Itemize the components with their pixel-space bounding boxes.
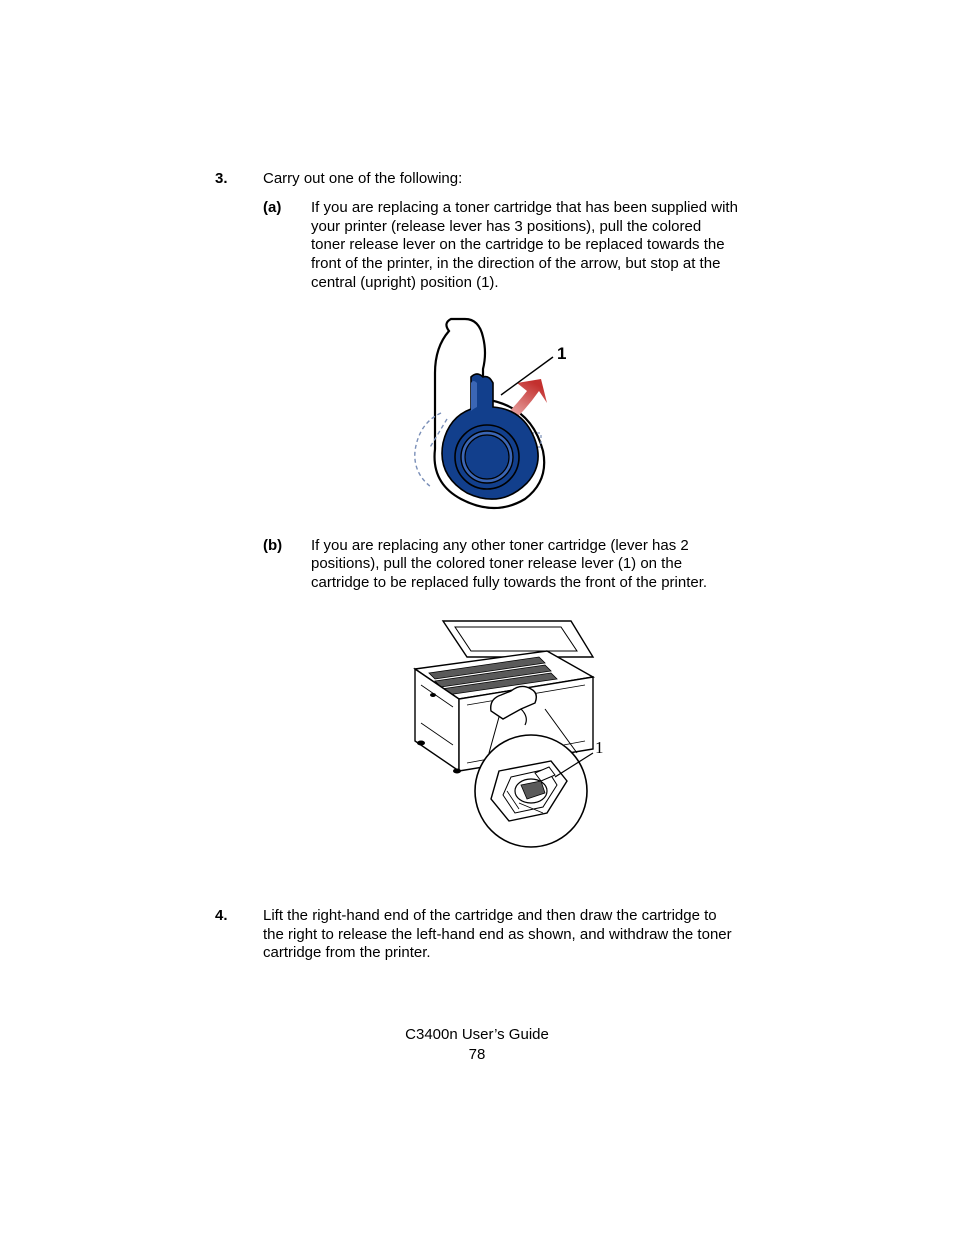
figure-b-callout: 1	[595, 738, 604, 757]
step-intro-text: Lift the right-hand end of the cartridge…	[263, 907, 732, 962]
substep-text: If you are replacing any other toner car…	[311, 537, 739, 593]
footer-title: C3400n User’s Guide	[0, 1025, 954, 1045]
step-number: 4.	[215, 907, 263, 963]
figure-b-wrap: 1	[263, 613, 739, 863]
lever-diagram-icon: 1	[391, 313, 611, 513]
printer-diagram-icon: 1	[371, 613, 631, 863]
step-3: 3. Carry out one of the following: (a) I…	[215, 170, 739, 887]
step-body: Lift the right-hand end of the cartridge…	[263, 907, 739, 963]
step-4: 4. Lift the right-hand end of the cartri…	[215, 907, 739, 963]
figure-a-wrap: 1	[263, 313, 739, 513]
document-page: 3. Carry out one of the following: (a) I…	[0, 0, 954, 1235]
substep-text: If you are replacing a toner cartridge t…	[311, 199, 739, 293]
step-body: Carry out one of the following: (a) If y…	[263, 170, 739, 887]
page-footer: C3400n User’s Guide 78	[0, 1025, 954, 1066]
footer-page-number: 78	[0, 1045, 954, 1065]
substep-b: (b) If you are replacing any other toner…	[263, 537, 739, 593]
substep-label: (a)	[263, 199, 311, 293]
substep-label: (b)	[263, 537, 311, 593]
step-number: 3.	[215, 170, 263, 887]
figure-a-callout: 1	[557, 344, 566, 363]
step-intro-text: Carry out one of the following:	[263, 170, 462, 187]
substep-a: (a) If you are replacing a toner cartrid…	[263, 199, 739, 293]
